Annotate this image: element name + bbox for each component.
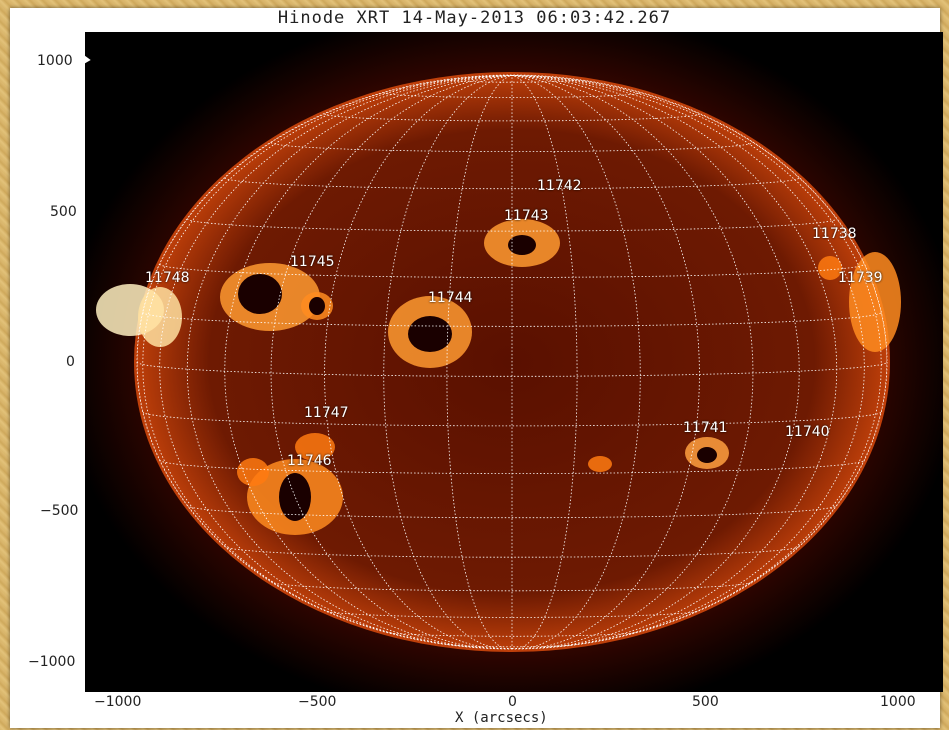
active-region-label: 11740 (785, 424, 830, 440)
longitude-line (383, 75, 513, 649)
longitude-line (159, 75, 513, 649)
active-region-label: 11745 (290, 254, 335, 270)
latitude-line (324, 609, 700, 618)
x-axis-label: X (arcsecs) (455, 710, 548, 726)
longitude-line (511, 75, 865, 649)
active-region-glow (818, 256, 842, 280)
active-region-label: 11744 (428, 290, 473, 306)
x-tick-label: 0 (508, 694, 517, 710)
x-tick-label: 500 (692, 694, 719, 710)
active-region-glows (96, 219, 901, 535)
active-region-glow (849, 252, 901, 352)
longitude-line (324, 75, 513, 649)
active-region-glow (508, 235, 536, 255)
y-tick-label: −1000 (28, 654, 76, 670)
latitude-line (186, 218, 838, 232)
active-region-glow (295, 433, 335, 461)
active-region-glow (138, 287, 182, 347)
x-tick-label: −500 (298, 694, 337, 710)
active-region-label: 11739 (838, 270, 883, 286)
active-region-label: 11746 (287, 453, 332, 469)
y-tick-label: 500 (50, 204, 77, 220)
latitude-line (159, 459, 865, 474)
active-region-label: 11748 (145, 270, 190, 286)
image-title: Hinode XRT 14-May-2013 06:03:42.267 (277, 8, 672, 28)
active-region-glow (309, 297, 325, 315)
active-region-label: 11747 (304, 405, 349, 421)
latitude-line (142, 311, 882, 327)
longitude-line (270, 75, 513, 649)
active-region-glow (279, 473, 311, 521)
active-region-glow (697, 447, 717, 463)
sun-image (85, 32, 943, 692)
active-region-label: 11741 (683, 420, 728, 436)
active-region-label: 11743 (504, 208, 549, 224)
longitude-line (511, 75, 754, 649)
y-tick-label: 0 (66, 354, 75, 370)
x-tick-label: 1000 (880, 694, 916, 710)
longitude-line (511, 75, 838, 649)
active-region-glow (238, 274, 282, 314)
longitude-line (224, 75, 513, 649)
y-tick-label: −500 (40, 503, 79, 519)
active-region-glow (408, 316, 452, 352)
longitude-line (511, 75, 641, 649)
longitude-line (511, 75, 800, 649)
x-tick-label: −1000 (94, 694, 142, 710)
solar-image-panel (85, 32, 943, 692)
active-region-glow (237, 458, 269, 486)
active-region-glow (588, 456, 612, 472)
latitude-line (186, 505, 838, 519)
active-region-label: 11738 (812, 226, 857, 242)
longitude-line (186, 75, 513, 649)
longitude-line (511, 75, 700, 649)
y-tick-label: 1000 (37, 53, 73, 69)
active-region-label: 11742 (537, 178, 582, 194)
limb-outline (136, 74, 888, 650)
